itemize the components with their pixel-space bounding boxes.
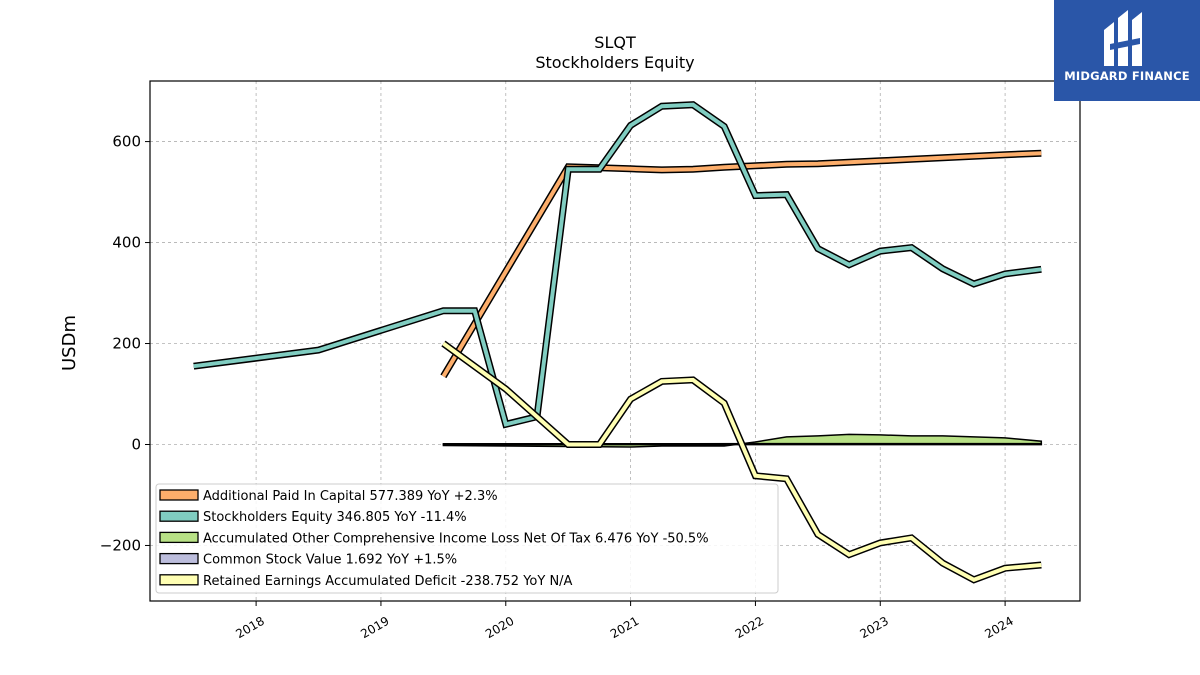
series-0-line-outline [440, 149, 1042, 379]
y-axis-label: USDm [59, 315, 80, 371]
x-tick-label: 2020 [483, 614, 516, 641]
legend-box [155, 483, 779, 594]
x-tick-label: 2023 [858, 614, 891, 641]
series-1-line-outline [193, 101, 1042, 429]
legend-label: Stockholders Equity 346.805 YoY -11.4% [203, 510, 467, 525]
x-tick-label: 2024 [982, 614, 1015, 641]
y-tick-label: 600 [112, 133, 141, 151]
y-tick-label: 400 [112, 234, 141, 252]
plot-frame [149, 80, 1081, 602]
x-tick-label: 2019 [358, 614, 391, 641]
midgard-finance-logo: MIDGARD FINANCE [1054, 0, 1200, 101]
x-tick-label: 2022 [733, 614, 766, 641]
legend-swatch [159, 531, 199, 544]
legend-label: Retained Earnings Accumulated Deficit -2… [203, 574, 573, 589]
legend-swatch [159, 510, 199, 522]
y-tick-label: −200 [100, 536, 141, 554]
y-tick-label: 0 [131, 435, 141, 453]
legend-swatch [159, 552, 199, 565]
series-lines [193, 101, 1042, 584]
logo-brand-text: MIDGARD FINANCE [1064, 69, 1190, 83]
x-tick-label: 2021 [608, 614, 641, 641]
chart-subtitle: Stockholders Equity [535, 53, 694, 72]
legend: Additional Paid In Capital 577.389 YoY +… [155, 483, 779, 594]
chart-title: SLQT [594, 33, 636, 52]
y-tick-label: 200 [112, 335, 141, 353]
x-tick-label: 2018 [233, 614, 266, 641]
legend-label: Additional Paid In Capital 577.389 YoY +… [203, 489, 498, 504]
legend-label: Common Stock Value 1.692 YoY +1.5% [203, 553, 457, 568]
legend-swatch [159, 489, 199, 501]
series-1-line [193, 102, 1042, 427]
series-4-line [442, 341, 1042, 582]
midgard-mark-icon [1104, 10, 1142, 66]
legend-swatch [159, 574, 199, 586]
legend-label: Accumulated Other Comprehensive Income L… [203, 531, 709, 546]
series-0-line [441, 151, 1042, 378]
